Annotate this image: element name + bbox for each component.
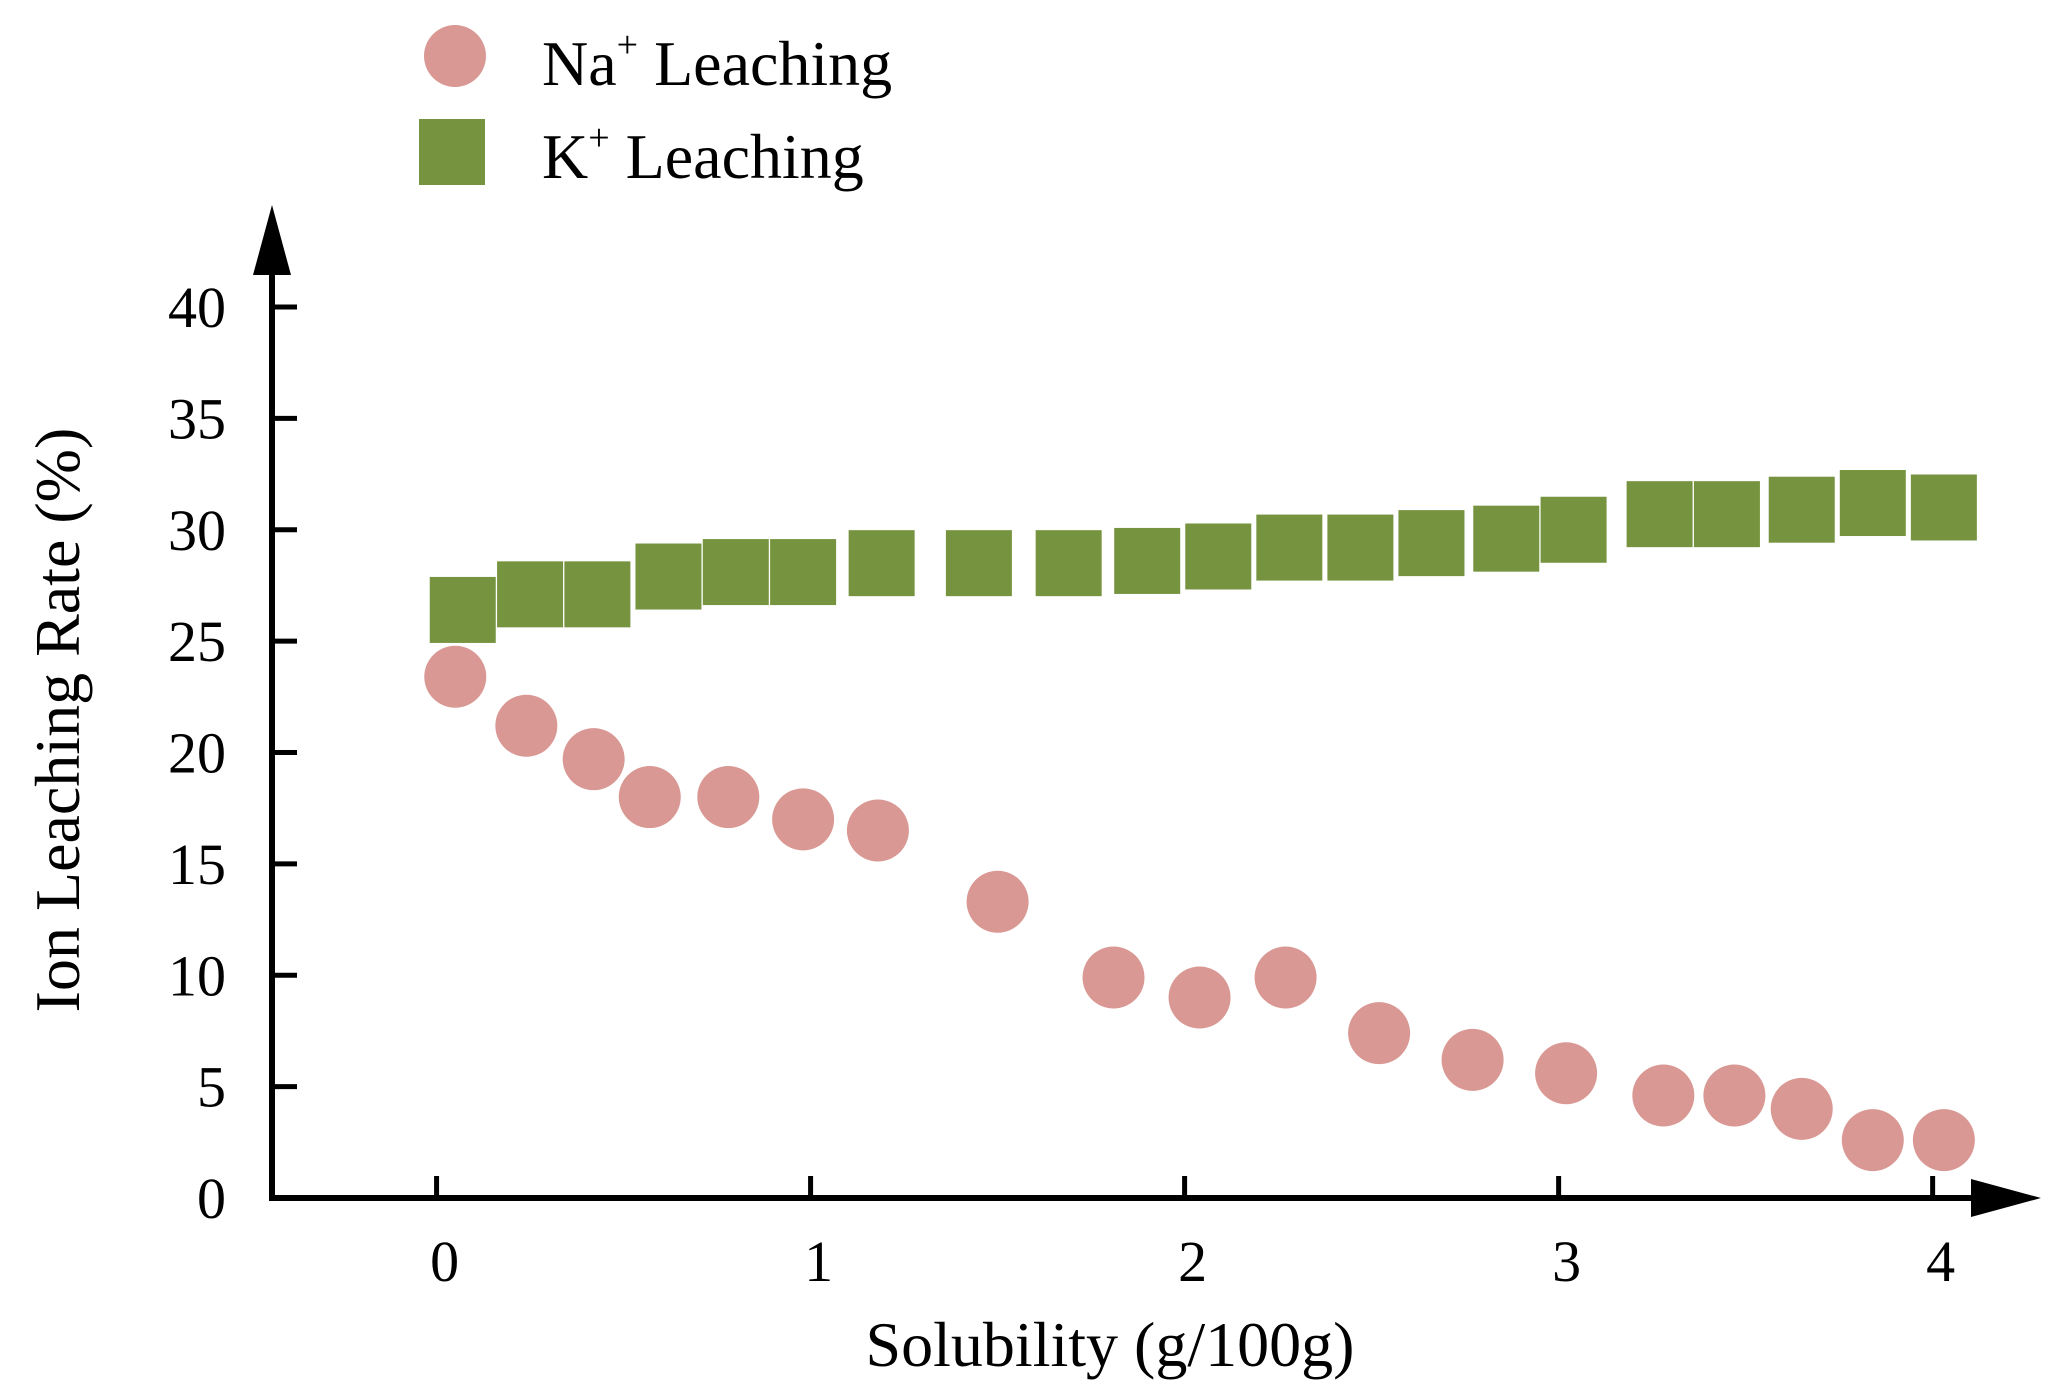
k-leaching-point [1185, 523, 1252, 590]
na-leaching-point [495, 694, 558, 757]
y-tick-label: 10 [168, 943, 226, 1008]
x-tick-label: 1 [804, 1229, 833, 1294]
y-tick-label: 25 [168, 609, 226, 674]
y-tick-label: 30 [168, 498, 226, 563]
axes [253, 205, 2041, 1217]
k-leaching-point [564, 561, 631, 628]
k-leaching-point [1768, 476, 1835, 543]
x-tick-label: 2 [1178, 1229, 1207, 1294]
y-tick-label: 35 [168, 386, 226, 451]
x-ticks: 0 1 2 3 4 [430, 1176, 1955, 1294]
k-leaching-point [848, 530, 915, 597]
na-leaching-point [562, 728, 625, 791]
k-leaching-series [429, 470, 1977, 643]
y-tick-label: 40 [168, 275, 226, 340]
na-leaching-series [424, 645, 1975, 1172]
k-leaching-point [945, 530, 1012, 597]
k-leaching-point [635, 543, 702, 610]
k-leaching-point [1035, 530, 1102, 597]
k-leaching-point [1626, 481, 1693, 548]
k-leaching-point [497, 561, 564, 628]
x-tick-label: 4 [1926, 1229, 1955, 1294]
na-leaching-point [1912, 1109, 1975, 1172]
y-tick-label: 20 [168, 721, 226, 786]
legend: Na+ Leaching K+ Leaching [419, 24, 892, 192]
legend-label-k: K+ Leaching [542, 117, 864, 192]
k-leaching-point [1398, 510, 1465, 577]
legend-marker-na [424, 25, 486, 87]
na-leaching-point [1441, 1028, 1504, 1091]
k-leaching-point [1114, 527, 1181, 594]
y-tick-label: 0 [197, 1166, 226, 1231]
k-leaching-point [429, 576, 496, 643]
k-leaching-point [1256, 514, 1323, 581]
na-leaching-point [1254, 946, 1317, 1009]
k-leaching-point [1839, 470, 1906, 537]
x-axis-arrow [1971, 1179, 2041, 1217]
legend-marker-k [419, 119, 485, 185]
na-leaching-point [772, 788, 835, 851]
na-leaching-point [1632, 1064, 1695, 1127]
na-leaching-point [1770, 1077, 1833, 1140]
k-leaching-point [1473, 505, 1540, 572]
legend-label-na: Na+ Leaching [542, 24, 892, 99]
na-leaching-point [1703, 1064, 1766, 1127]
k-leaching-point [1910, 474, 1977, 541]
na-leaching-point [1535, 1042, 1598, 1105]
k-leaching-point [702, 539, 769, 606]
na-leaching-point [1168, 966, 1231, 1029]
x-tick-label: 3 [1552, 1229, 1581, 1294]
y-tick-label: 15 [168, 832, 226, 897]
y-axis-title: Ion Leaching Rate (%) [22, 428, 93, 1013]
na-leaching-point [697, 766, 760, 829]
k-leaching-point [1540, 496, 1607, 563]
k-leaching-point [1327, 514, 1394, 581]
y-ticks: 0 5 10 15 20 25 30 35 40 [168, 275, 297, 1231]
k-leaching-point [770, 539, 837, 606]
x-tick-label: 0 [430, 1229, 459, 1294]
na-leaching-point [618, 766, 681, 829]
y-tick-label: 5 [197, 1055, 226, 1120]
na-leaching-point [846, 799, 909, 862]
na-leaching-point [966, 870, 1029, 933]
na-leaching-point [1841, 1109, 1904, 1172]
na-leaching-point [424, 645, 487, 708]
k-leaching-point [1693, 481, 1760, 548]
na-leaching-point [1082, 946, 1145, 1009]
y-axis-arrow [253, 205, 291, 275]
x-axis-title: Solubility (g/100g) [866, 1309, 1355, 1380]
na-leaching-point [1348, 1002, 1411, 1065]
